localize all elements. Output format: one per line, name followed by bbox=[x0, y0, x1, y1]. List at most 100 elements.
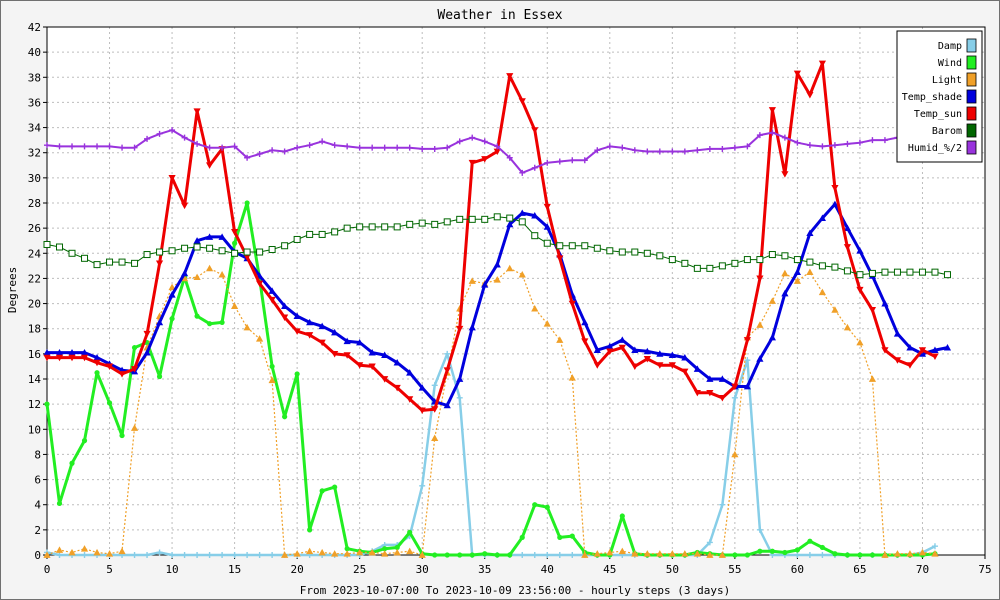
data-point bbox=[631, 346, 639, 353]
data-point bbox=[44, 401, 50, 407]
data-point bbox=[843, 323, 852, 331]
data-point bbox=[180, 269, 189, 277]
data-point bbox=[768, 107, 776, 114]
data-point bbox=[232, 240, 238, 246]
data-point bbox=[818, 214, 827, 221]
data-point bbox=[43, 551, 51, 558]
data-point bbox=[193, 273, 201, 281]
data-point bbox=[756, 275, 764, 283]
y-tick-label: 18 bbox=[28, 323, 41, 336]
data-point bbox=[506, 154, 513, 161]
x-tick-label: 60 bbox=[791, 563, 804, 576]
data-point bbox=[144, 552, 151, 558]
data-point bbox=[581, 318, 589, 326]
data-point bbox=[906, 550, 914, 557]
data-point bbox=[594, 147, 601, 154]
data-point bbox=[619, 513, 625, 519]
x-tick-label: 30 bbox=[416, 563, 429, 576]
data-point bbox=[418, 551, 426, 558]
data-point bbox=[444, 552, 450, 558]
data-point bbox=[169, 127, 176, 134]
data-point bbox=[543, 320, 551, 327]
data-point bbox=[256, 248, 264, 256]
y-tick-label: 14 bbox=[28, 373, 42, 386]
data-point bbox=[556, 158, 563, 165]
data-point bbox=[782, 549, 788, 556]
data-point bbox=[56, 552, 63, 558]
data-point bbox=[81, 254, 89, 262]
data-point bbox=[293, 328, 301, 335]
data-point bbox=[407, 529, 413, 535]
data-point bbox=[418, 219, 426, 227]
data-point bbox=[831, 185, 839, 192]
data-point bbox=[868, 269, 876, 277]
data-point bbox=[631, 550, 639, 557]
data-point bbox=[243, 254, 251, 261]
data-point bbox=[419, 145, 426, 152]
data-point bbox=[281, 302, 289, 309]
data-point bbox=[544, 159, 551, 166]
data-point bbox=[244, 200, 250, 206]
data-point bbox=[844, 140, 851, 147]
data-point bbox=[706, 375, 714, 382]
data-point bbox=[181, 134, 188, 141]
data-point bbox=[744, 143, 751, 150]
data-point bbox=[656, 362, 664, 369]
data-point bbox=[668, 550, 676, 557]
data-point bbox=[393, 548, 401, 556]
data-point bbox=[94, 370, 100, 376]
data-point bbox=[219, 144, 226, 151]
data-point bbox=[481, 215, 489, 223]
data-point bbox=[193, 237, 201, 244]
data-point bbox=[444, 350, 451, 357]
y-tick-label: 26 bbox=[28, 222, 41, 235]
x-tick-label: 45 bbox=[603, 563, 616, 576]
data-point bbox=[893, 550, 902, 557]
data-point bbox=[418, 384, 426, 391]
data-point bbox=[181, 244, 189, 252]
data-point bbox=[706, 539, 713, 546]
data-point bbox=[155, 318, 164, 326]
data-point bbox=[756, 132, 763, 139]
data-point bbox=[768, 251, 776, 259]
data-point bbox=[819, 552, 826, 558]
data-point bbox=[843, 267, 851, 275]
data-point bbox=[343, 550, 351, 557]
data-point bbox=[468, 323, 476, 331]
data-point bbox=[44, 142, 50, 149]
data-point bbox=[544, 504, 550, 510]
data-point bbox=[569, 552, 576, 558]
data-point bbox=[130, 424, 139, 431]
data-point bbox=[693, 264, 701, 272]
y-tick-label: 40 bbox=[28, 46, 41, 59]
y-tick-label: 34 bbox=[28, 122, 42, 135]
data-point bbox=[469, 134, 476, 141]
data-point bbox=[819, 544, 826, 551]
data-point bbox=[643, 550, 651, 557]
data-point bbox=[893, 268, 901, 276]
x-tick-label: 40 bbox=[541, 563, 554, 576]
data-point bbox=[206, 321, 213, 327]
data-point bbox=[543, 203, 551, 211]
data-point bbox=[456, 394, 463, 401]
data-point bbox=[468, 277, 476, 284]
data-point bbox=[156, 248, 164, 256]
data-point bbox=[344, 546, 350, 552]
data-point bbox=[618, 248, 626, 256]
data-point bbox=[681, 354, 689, 361]
series-line bbox=[46, 126, 911, 174]
legend-swatch bbox=[966, 89, 977, 104]
data-point bbox=[556, 242, 564, 250]
y-tick-label: 10 bbox=[28, 423, 41, 436]
data-point bbox=[306, 142, 313, 149]
data-point bbox=[205, 233, 214, 240]
legend-label: Damp bbox=[938, 41, 962, 52]
data-point bbox=[243, 323, 251, 331]
data-point bbox=[106, 143, 113, 150]
y-tick-label: 22 bbox=[28, 272, 41, 285]
x-tick-label: 5 bbox=[106, 563, 113, 576]
data-point bbox=[168, 291, 176, 298]
data-point bbox=[468, 215, 476, 223]
data-point bbox=[343, 352, 351, 359]
data-point bbox=[943, 343, 952, 351]
